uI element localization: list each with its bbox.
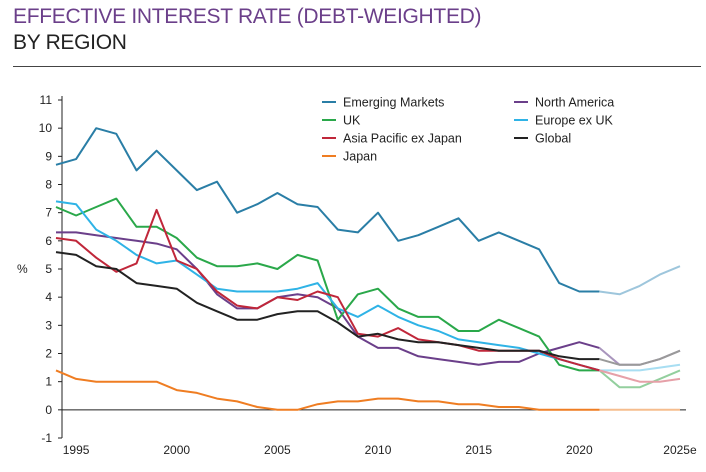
chart-series (55, 127, 681, 411)
line-chart: -1 0 1 2 3 4 5 6 7 8 9 10 11% 1995 2000 2005 2010 2015 202… (17, 93, 697, 457)
series-line-japan (55, 369, 600, 411)
chart-title-line-1: EFFECTIVE INTEREST RATE (DEBT-WEIGHTED) (13, 5, 482, 28)
legend-label-global: Global (535, 132, 571, 146)
legend-label-japan: Japan (343, 150, 377, 164)
x-tick-label: 2000 (163, 443, 190, 457)
x-tick-label: 2025e (663, 443, 697, 457)
y-tick-label: 3 (45, 318, 52, 332)
y-tick-label: 6 (45, 234, 52, 248)
series-line-emerging-markets (55, 127, 600, 293)
y-tick-label: 2 (45, 347, 52, 361)
series-forecast-europe-ex-uk (599, 363, 681, 372)
series-forecast-emerging-markets (599, 265, 681, 296)
y-tick-label: -1 (41, 431, 52, 445)
series-line-europe-ex-uk (55, 200, 600, 372)
y-tick-label: 10 (39, 121, 53, 135)
series-forecast-asia-pacific-ex-japan (599, 369, 681, 383)
legend-label-uk: UK (343, 114, 361, 128)
x-tick-label: 2005 (264, 443, 291, 457)
y-tick-label: 9 (45, 149, 52, 163)
legend-label-north-america: North America (535, 96, 614, 110)
y-tick-label: 5 (45, 262, 52, 276)
chart-legend: Emerging Markets North America UK Europe ex… (322, 96, 614, 164)
y-tick-label: 8 (45, 178, 52, 192)
x-tick-label: 2015 (465, 443, 492, 457)
x-tick-label: 2020 (566, 443, 593, 457)
series-forecast-uk (598, 369, 681, 389)
series-forecast-global (599, 349, 681, 366)
y-tick-label: 4 (45, 290, 52, 304)
y-tick-label: 1 (45, 375, 52, 389)
series-line-global (55, 251, 600, 361)
y-tick-label: 7 (45, 206, 52, 220)
legend-label-asia-pacific-ex-japan: Asia Pacific ex Japan (343, 132, 462, 146)
y-tick-label: 0 (45, 403, 52, 417)
legend-label-europe-ex-uk: Europe ex UK (535, 114, 613, 128)
y-tick-label: 11 (40, 93, 53, 107)
legend-label-emerging-markets: Emerging Markets (343, 96, 444, 110)
chart-title: EFFECTIVE INTEREST RATE (DEBT-WEIGHTED) … (13, 4, 482, 56)
series-line-uk (55, 197, 600, 372)
y-axis-unit-label: % (17, 262, 28, 276)
chart-title-line-2: BY REGION (13, 31, 127, 54)
x-tick-label: 1995 (63, 443, 90, 457)
series-line-north-america (56, 231, 600, 366)
title-divider (13, 66, 701, 67)
x-tick-label: 2010 (365, 443, 392, 457)
chart-axes: -1 0 1 2 3 4 5 6 7 8 9 10 11% 1995 2000 2005 2010 2015 202… (17, 93, 697, 457)
